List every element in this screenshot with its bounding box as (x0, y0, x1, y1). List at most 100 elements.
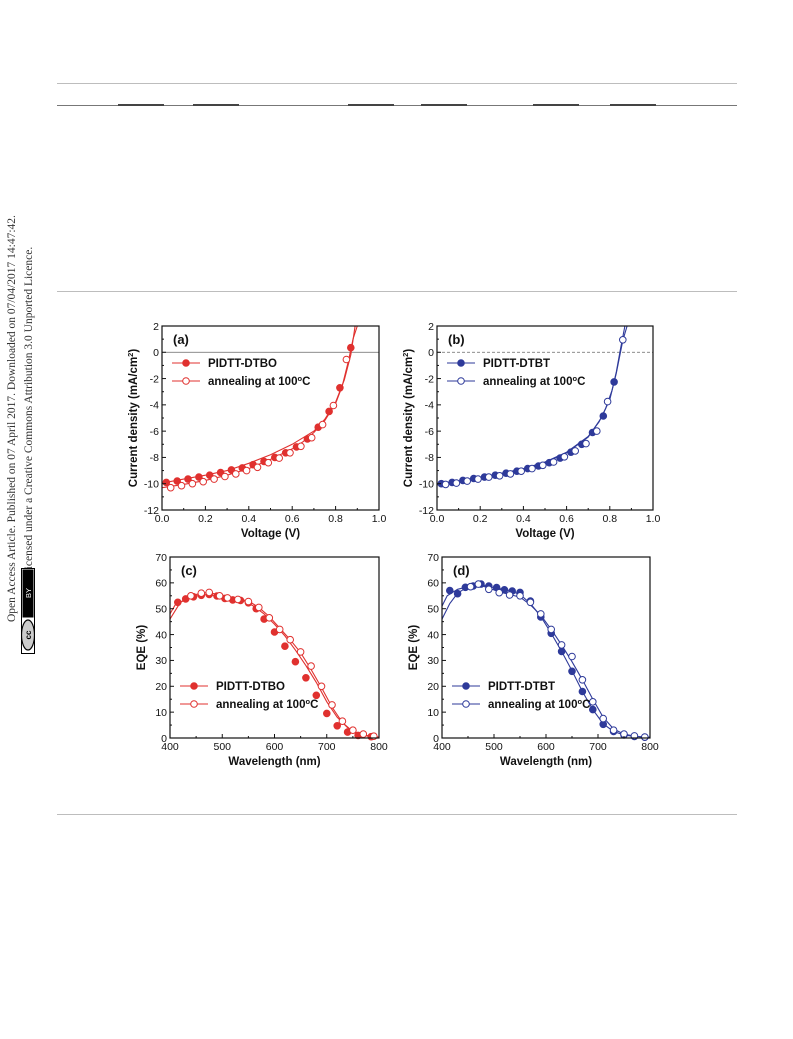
top-rule (57, 83, 737, 84)
cc-icon: cc (21, 619, 35, 651)
table-col-rule (193, 104, 239, 106)
y-tick-label: -10 (144, 479, 159, 491)
data-point (603, 397, 612, 406)
data-point (254, 603, 263, 612)
data-point (187, 592, 195, 600)
data-point (264, 458, 273, 467)
data-point (485, 585, 493, 594)
by-icon: BY (24, 588, 33, 598)
panel-label: (a) (173, 332, 189, 347)
y-tick-label: -6 (150, 426, 159, 438)
x-tick-label: 400 (161, 741, 179, 753)
legend-label-base: annealing at 100 (216, 699, 305, 711)
data-point (242, 466, 251, 475)
y-tick-label: 0 (428, 347, 434, 359)
data-point (210, 475, 218, 483)
y-tick-label: 70 (427, 552, 439, 564)
data-point (297, 442, 305, 451)
legend-label-sup: o (572, 374, 577, 383)
y-axis-label: EQE (%) (408, 625, 420, 671)
table-col-rule (533, 104, 579, 106)
x-tick-label: 0.6 (559, 513, 574, 525)
data-point (466, 582, 475, 591)
y-tick-label: -4 (425, 400, 434, 412)
data-point (474, 475, 482, 483)
x-tick-label: 1.0 (372, 513, 387, 525)
legend-marker (190, 700, 198, 708)
y-tick-label: -4 (150, 400, 159, 412)
y-tick-label: -6 (425, 426, 434, 438)
y-axis-label-sup: 2 (126, 353, 135, 357)
figure-bottom-rule (57, 814, 737, 815)
data-point (578, 676, 587, 684)
panel-label: (d) (453, 563, 470, 578)
x-tick-label: 0.8 (328, 513, 343, 525)
x-tick-label: 0.0 (430, 513, 445, 525)
panel-label: (c) (181, 563, 197, 578)
data-point (549, 458, 558, 466)
x-tick-label: 0.8 (602, 513, 617, 525)
legend-label-end: C (302, 376, 310, 388)
x-axis-label: Wavelength (nm) (500, 756, 592, 768)
legend-label-base: annealing at 100 (208, 376, 297, 388)
data-point (582, 439, 590, 448)
data-point (537, 610, 545, 618)
x-axis-label: Voltage (V) (515, 528, 574, 540)
data-point (166, 483, 175, 492)
y-axis-label: EQE (%) (136, 625, 148, 671)
x-tick-label: 600 (266, 741, 284, 753)
legend-label-sup: o (305, 697, 310, 706)
series-line-1 (442, 583, 650, 738)
y-tick-label: 2 (428, 321, 434, 333)
y-tick-label: 30 (155, 655, 167, 667)
data-point (221, 472, 229, 481)
data-point (505, 591, 514, 599)
x-tick-label: 800 (370, 741, 388, 753)
legend-label: annealing at 100oC (216, 697, 318, 711)
legend-marker (457, 359, 465, 367)
legend-label: PIDTT-DTBT (483, 358, 550, 370)
badge-by-block (22, 569, 34, 618)
table-rule (57, 105, 737, 106)
data-point (557, 641, 566, 649)
legend-marker (457, 377, 465, 385)
legend-label-sup: o (297, 374, 302, 383)
legend-marker (190, 682, 198, 690)
legend-label-base: annealing at 100 (488, 699, 577, 711)
data-point (296, 648, 305, 656)
data-point (307, 662, 315, 670)
data-point (506, 470, 515, 478)
y-tick-label: 50 (155, 604, 167, 616)
data-point (286, 449, 294, 457)
series-line-2 (170, 591, 379, 738)
data-point (329, 401, 338, 410)
cc-by-badge[interactable]: cc BY (21, 568, 35, 654)
sidebar: Open Access Article. Published on 07 Apr… (0, 0, 42, 660)
y-tick-label: 20 (155, 681, 167, 693)
y-tick-label: -2 (425, 373, 434, 385)
y-tick-label: -2 (150, 373, 159, 385)
y-tick-label: 60 (155, 578, 167, 590)
legend-marker (462, 700, 470, 708)
data-point (589, 698, 597, 706)
legend-marker (182, 377, 190, 385)
y-tick-label: 10 (155, 707, 167, 719)
y-tick-label: 0 (153, 347, 159, 359)
data-point (197, 589, 206, 598)
data-point (232, 470, 240, 478)
legend-label-end: C (582, 699, 590, 711)
table-col-rule (610, 104, 656, 106)
legend-label: PIDTT-DTBO (216, 681, 285, 693)
data-point (359, 730, 368, 738)
data-point (517, 467, 526, 476)
legend-label: annealing at 100oC (488, 697, 590, 711)
data-point (589, 705, 597, 714)
data-point (641, 733, 649, 741)
data-point (318, 420, 327, 429)
data-point (275, 454, 284, 462)
legend-label-sup: o (577, 697, 582, 706)
legend-label: annealing at 100oC (208, 374, 310, 388)
data-point (578, 687, 587, 696)
data-point (349, 726, 357, 735)
data-point (205, 588, 213, 597)
